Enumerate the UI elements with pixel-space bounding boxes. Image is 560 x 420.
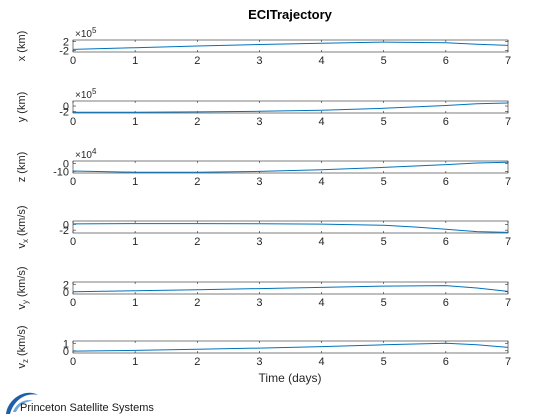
y-axis-label: y (km) [16, 92, 28, 123]
x-tick-label: 4 [319, 297, 325, 309]
x-tick-label: 1 [132, 297, 138, 309]
y-axis-label: vx (km/s) [16, 205, 30, 248]
x-tick-label: 4 [319, 55, 325, 67]
x-tick-label: 5 [381, 116, 387, 128]
x-tick-label: 6 [443, 116, 449, 128]
axes-box [73, 161, 508, 173]
x-tick-label: 4 [319, 356, 325, 368]
x-tick-label: 4 [319, 176, 325, 188]
y-tick-label: 2 [63, 37, 69, 49]
x-tick-label: 7 [505, 297, 511, 309]
x-tick-label: 5 [381, 356, 387, 368]
x-tick-label: 0 [70, 356, 76, 368]
x-tick-label: 6 [443, 236, 449, 248]
figure-title: ECITrajectory [248, 7, 333, 22]
y-axis-label: x (km) [16, 31, 28, 62]
x-tick-label: 1 [132, 116, 138, 128]
y-tick-label: 0 [63, 158, 69, 170]
x-tick-label: 2 [194, 116, 200, 128]
x-tick-label: 5 [381, 176, 387, 188]
x-tick-label: 7 [505, 236, 511, 248]
x-axis-label: Time (days) [259, 371, 322, 385]
x-tick-label: 0 [70, 236, 76, 248]
axes-box [73, 40, 508, 52]
y-exponent-label: ×105 [75, 26, 97, 40]
y-axis-label: vz (km/s) [16, 325, 30, 368]
x-tick-label: 4 [319, 236, 325, 248]
x-tick-label: 3 [256, 356, 262, 368]
y-axis-label: vy (km/s) [16, 266, 30, 309]
x-tick-label: 1 [132, 356, 138, 368]
y-axis-label: z (km) [16, 152, 28, 183]
x-tick-label: 3 [256, 236, 262, 248]
x-tick-label: 4 [319, 116, 325, 128]
x-tick-label: 0 [70, 55, 76, 67]
x-tick-label: 0 [70, 297, 76, 309]
x-tick-label: 3 [256, 176, 262, 188]
y-tick-label: 0 [63, 219, 69, 231]
y-tick-label: 0 [63, 101, 69, 113]
axes-box [73, 221, 508, 233]
x-tick-label: 6 [443, 356, 449, 368]
x-tick-label: 0 [70, 116, 76, 128]
x-tick-label: 1 [132, 55, 138, 67]
x-tick-label: 6 [443, 55, 449, 67]
logo-text: Princeton Satellite Systems [20, 402, 154, 414]
y-exponent-label: ×105 [75, 87, 97, 101]
x-tick-label: 7 [505, 55, 511, 67]
x-tick-label: 3 [256, 116, 262, 128]
x-tick-label: 3 [256, 55, 262, 67]
x-tick-label: 2 [194, 236, 200, 248]
y-exponent-label: ×104 [75, 147, 97, 161]
x-tick-label: 0 [70, 176, 76, 188]
x-tick-label: 5 [381, 236, 387, 248]
x-tick-label: 7 [505, 356, 511, 368]
y-tick-label: 2 [63, 279, 69, 291]
company-logo: Princeton Satellite Systems [6, 393, 154, 414]
x-tick-label: 2 [194, 297, 200, 309]
x-tick-label: 2 [194, 176, 200, 188]
x-tick-label: 5 [381, 297, 387, 309]
x-tick-label: 3 [256, 297, 262, 309]
x-tick-label: 7 [505, 176, 511, 188]
x-tick-label: 1 [132, 176, 138, 188]
y-tick-label: 1 [63, 338, 69, 350]
x-tick-label: 2 [194, 356, 200, 368]
x-tick-label: 1 [132, 236, 138, 248]
x-tick-label: 6 [443, 176, 449, 188]
x-tick-label: 5 [381, 55, 387, 67]
x-tick-label: 2 [194, 55, 200, 67]
x-tick-label: 7 [505, 116, 511, 128]
x-tick-label: 6 [443, 297, 449, 309]
